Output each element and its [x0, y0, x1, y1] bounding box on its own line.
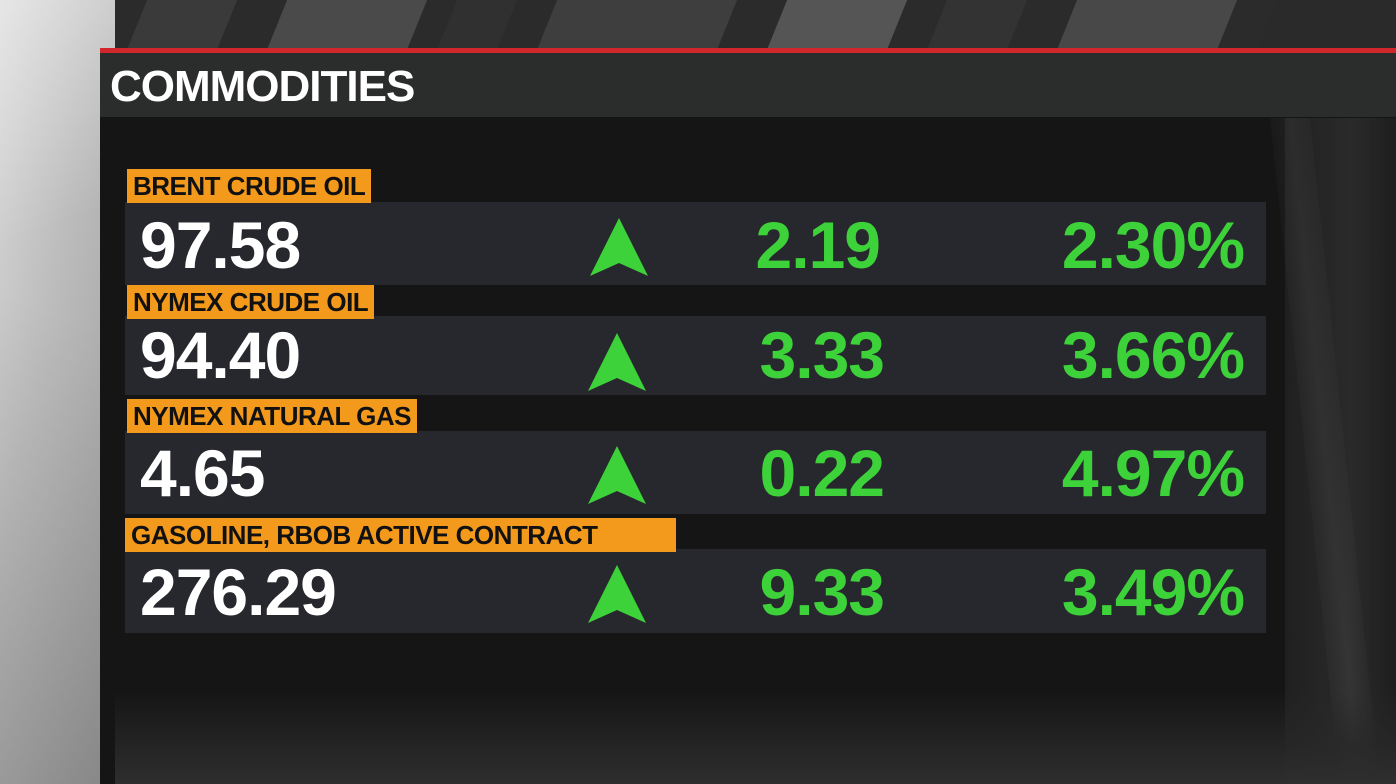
- change-value: 0.22: [759, 436, 885, 510]
- up-arrow-icon: [588, 333, 646, 391]
- title-bar: [100, 53, 1396, 117]
- change-value: 2.19: [755, 208, 881, 282]
- percent-change-value: 3.49%: [1061, 555, 1245, 629]
- commodity-label: NYMEX NATURAL GAS: [127, 399, 417, 433]
- quote-row-gasoline: [125, 549, 1266, 633]
- price-value: 4.65: [140, 436, 265, 510]
- percent-change-value: 4.97%: [1061, 436, 1245, 510]
- price-value: 276.29: [140, 555, 337, 629]
- commodity-label: BRENT CRUDE OIL: [127, 169, 372, 203]
- page-title: COMMODITIES: [110, 62, 415, 111]
- percent-change-value: 2.30%: [1061, 208, 1245, 282]
- accent-line: [100, 48, 1396, 53]
- up-arrow-icon: [590, 218, 648, 276]
- price-value: 94.40: [140, 318, 301, 392]
- price-value: 97.58: [140, 208, 301, 282]
- change-value: 9.33: [759, 555, 885, 629]
- quote-row-natural-gas: [125, 431, 1266, 514]
- up-arrow-icon: [588, 446, 646, 504]
- quote-row-brent: [125, 202, 1266, 285]
- commodity-label: GASOLINE, RBOB ACTIVE CONTRACT: [125, 518, 676, 552]
- quote-row-nymex-crude: [125, 316, 1266, 395]
- studio-background-top: [115, 0, 1396, 50]
- studio-background-right: [1285, 118, 1396, 784]
- commodity-label: NYMEX CRUDE OIL: [127, 285, 375, 319]
- studio-background-left: [0, 0, 115, 784]
- percent-change-value: 3.66%: [1061, 318, 1245, 392]
- bottom-fade: [115, 690, 1396, 784]
- up-arrow-icon: [588, 565, 646, 623]
- change-value: 3.33: [759, 318, 885, 392]
